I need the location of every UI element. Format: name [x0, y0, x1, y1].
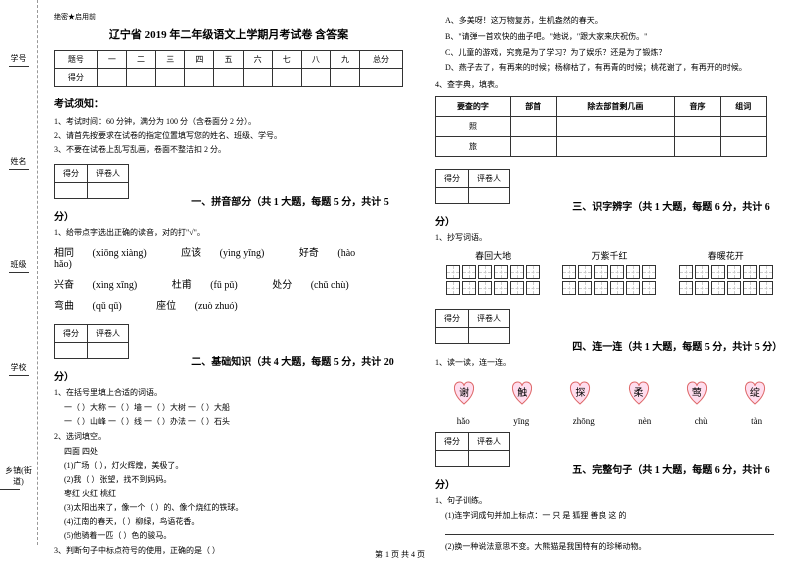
fill-blank: 一（ ）山峰 一（ ）线 一（ ）办法 一（ ）石头 — [64, 416, 403, 427]
left-column: 绝密★启用前 辽宁省 2019 年二年级语文上学期月考试卷 含答案 题号一二 三… — [38, 0, 419, 545]
word-choices: 枣红 火红 桃红 — [64, 488, 403, 499]
heart-icon: 柔 — [623, 378, 655, 406]
question-text: 1、句子训练。 — [435, 495, 784, 506]
scorer-box: 得分评卷人 — [435, 169, 510, 204]
binding-field: 姓名 — [9, 156, 29, 172]
word-choices: 四面 四处 — [64, 446, 403, 457]
section-3-title: 三、识字辨字（共 1 大题，每题 6 分，共计 6 分） — [435, 202, 770, 228]
fill-blank: (1)广场（ ），灯火辉煌，美极了。 — [64, 460, 403, 471]
notice-item: 1、考试时间：60 分钟，满分为 100 分（含卷面分 2 分）。 — [54, 116, 403, 127]
sentence-q: (2)换一种说法意思不变。大熊猫是我国特有的珍稀动物。 — [445, 541, 784, 552]
score-table: 题号一二 三四五 六七八 九总分 得分 — [54, 50, 403, 87]
question-text: 1、读一读，连一连。 — [435, 357, 784, 368]
heart-icon: 谢 — [448, 378, 480, 406]
option-a: A、多美呀！这万物复苏，生机盎然的春天。 — [445, 15, 784, 28]
content-area: 绝密★启用前 辽宁省 2019 年二年级语文上学期月考试卷 含答案 题号一二 三… — [38, 0, 800, 545]
heart-row: 谢 触 探 柔 莺 绽 — [435, 378, 784, 406]
pinyin-row: 弯曲 (qǔ qū) 座位 (zuò zhuó) — [54, 297, 403, 312]
question-text: 3、判断句子中标点符号的使用，正确的是（ ） — [54, 545, 403, 556]
answer-line — [445, 527, 774, 535]
binding-margin: 学号 姓名 班级 学校 乡镇(街道) — [0, 0, 38, 545]
question-text: 4、查字典，填表。 — [435, 79, 784, 90]
fill-blank: (4)江南的春天，（ ）柳绿，鸟语花香。 — [64, 516, 403, 527]
pinyin-row: 兴奋 (xìng xīng) 杜甫 (fū pǔ) 处分 (chǔ chù) — [54, 276, 403, 291]
section-4-title: 四、连一连（共 1 大题，每题 5 分，共计 5 分） — [572, 342, 782, 353]
scorer-box: 得分评卷人 — [435, 309, 510, 344]
option-c: C、儿童的游戏，究竟是为了学习？为了娱乐？还是为了锻炼？ — [445, 47, 784, 60]
heart-icon: 触 — [506, 378, 538, 406]
fill-blank: (5)他骑着一匹（ ）色的骏马。 — [64, 530, 403, 541]
section-2-title: 二、基础知识（共 4 大题，每题 5 分，共计 20 分） — [54, 357, 394, 383]
right-column: A、多美呀！这万物复苏，生机盎然的春天。 B、"请弹一首欢快的曲子吧。"她说，"… — [419, 0, 800, 545]
fill-blank: (3)太阳出来了，像一个（ ）的、像个烧红的铁球。 — [64, 502, 403, 513]
word-label: 春回大地 — [446, 249, 540, 262]
notice-item: 3、不要在试卷上乱写乱画，卷面不整洁扣 2 分。 — [54, 144, 403, 155]
section-5-title: 五、完整句子（共 1 大题，每题 6 分，共计 6 分） — [435, 465, 770, 491]
option-b: B、"请弹一首欢快的曲子吧。"她说，"跟大家来庆祝伤。" — [445, 31, 784, 44]
question-text: 1、抄写词语。 — [435, 232, 784, 243]
binding-field: 学校 — [9, 362, 29, 378]
question-text: 1、给带点字选出正确的读音，对的打"√"。 — [54, 227, 403, 238]
dictionary-lookup-table: 要查的字部首 除去部首剩几画音序组词 照 旅 — [435, 96, 767, 157]
pinyin-labels: hǎoyīngzhōng nènchùtàn — [435, 416, 784, 426]
question-text: 1、在括号里填上合适的词语。 — [54, 387, 403, 398]
binding-field: 班级 — [9, 259, 29, 275]
option-d: D、燕子去了，有再来的时候；杨柳枯了，有再青的时候；桃花谢了，有再开的时候。 — [445, 62, 784, 75]
heart-icon: 莺 — [681, 378, 713, 406]
pinyin-row: 相同 (xiōng xiàng) 应该 (yìng yīng) 好奇 (hào … — [54, 244, 403, 270]
heart-icon: 绽 — [739, 378, 771, 406]
word-label: 春暖花开 — [679, 249, 773, 262]
notice-title: 考试须知： — [54, 95, 403, 110]
sentence-q: (1)连字词成句并加上标点：一 只 是 狐狸 善良 这 的 — [445, 510, 784, 521]
confidential-label: 绝密★启用前 — [54, 12, 403, 22]
scorer-box: 得分评卷人 — [435, 432, 510, 467]
notice-item: 2、请首先按要求在试卷的指定位置填写您的姓名、班级、学号。 — [54, 130, 403, 141]
question-text: 2、选词填空。 — [54, 431, 403, 442]
fill-blank: (2)我（ ）张望，找不到妈妈。 — [64, 474, 403, 485]
binding-field: 学号 — [9, 53, 29, 69]
fill-blank: 一（ ）大称 一（ ）墙 一（ ）大树 一（ ）大船 — [64, 402, 403, 413]
heart-icon: 探 — [564, 378, 596, 406]
exam-title: 辽宁省 2019 年二年级语文上学期月考试卷 含答案 — [54, 26, 403, 42]
scorer-box: 得分评卷人 — [54, 164, 129, 199]
scorer-box: 得分评卷人 — [54, 324, 129, 359]
binding-field: 乡镇(街道) — [0, 465, 37, 492]
word-label: 万紫千红 — [562, 249, 656, 262]
section-1-title: 一、拼音部分（共 1 大题，每题 5 分，共计 5 分） — [54, 197, 389, 223]
copy-words-group: 春回大地 万紫千红 春暖花开 — [435, 249, 784, 297]
